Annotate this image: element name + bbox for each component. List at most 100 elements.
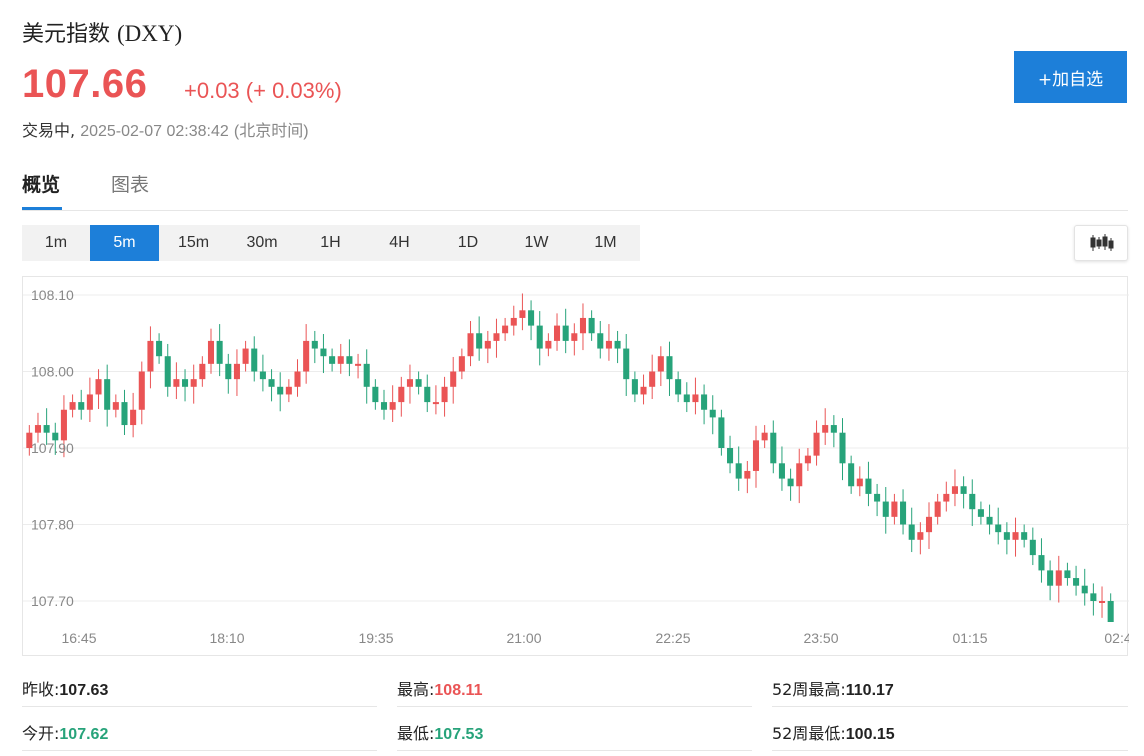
candle [977,501,984,525]
trading-status-line: 交易中, 2025-02-07 02:38:42 (北京时间) [22,117,309,141]
price-chart[interactable]: 108.10 108.00 107.90 107.80 107.70 16:45 18:1… [22,276,1129,656]
divider [22,706,377,707]
period-1w[interactable]: 1W [524,234,549,251]
candle [130,392,137,438]
candle [874,483,881,517]
candle [432,385,439,415]
candle [199,356,206,387]
stat-label: 最低: [397,724,435,743]
candle [536,311,543,366]
candle [502,317,509,341]
candle [995,507,1002,545]
candle [1090,583,1097,616]
price-change: +0.03 (+ 0.03%) [184,78,342,103]
candle [683,382,690,413]
period-1h[interactable]: 1H [320,234,341,251]
x-tick-label: 22:25 [655,630,690,646]
candle [121,389,128,435]
candle [900,489,907,535]
candle [1064,562,1071,586]
stat-52w-high: 52周最高:110.17 [772,676,894,700]
candle [917,522,924,555]
stat-value: 107.63 [59,682,109,699]
period-5m[interactable]: 5m [90,225,159,261]
index-name: 美元指数 [22,22,111,47]
candle [969,479,976,527]
stat-label: 最高: [397,680,435,699]
candle [467,321,474,367]
x-tick-label: 21:00 [506,630,541,646]
tab-chart[interactable]: 图表 [111,174,150,196]
candle [1029,527,1036,566]
y-tick-label: 107.70 [31,593,74,609]
candle [138,361,145,425]
candle [441,376,448,417]
candle [1021,524,1028,548]
candle [415,371,422,395]
x-tick-label: 02:4 [1104,630,1129,646]
period-1d[interactable]: 1D [457,234,479,251]
period-30m[interactable]: 30m [246,234,278,251]
x-tick-label: 19:35 [358,630,393,646]
stat-value: 110.17 [845,682,894,699]
candle [303,324,310,384]
candle [484,330,491,364]
candle [363,349,370,404]
candle [1098,586,1106,618]
candle [34,412,42,443]
candle [1038,538,1045,583]
candle [796,448,803,504]
candle [787,468,794,501]
divider [397,750,752,751]
stat-label: 52周最低: [772,724,846,743]
candle [406,364,413,404]
candle [804,448,811,471]
candle [631,371,638,403]
candle [380,389,388,420]
chart-type-toggle[interactable] [1074,225,1128,261]
x-tick-label: 16:45 [61,630,96,646]
candle [52,422,59,455]
candle [424,374,431,413]
period-4h[interactable]: 4H [389,234,410,251]
candle [519,293,526,331]
candle [450,356,457,404]
active-tab-indicator [22,207,62,210]
divider [22,750,377,751]
period-1m[interactable]: 1m [44,234,68,251]
divider [397,706,752,707]
candle [78,389,85,420]
stats-panel: 昨收:107.63 最高:108.11 52周最高:110.17 今开: 107.… [22,664,1128,756]
period-15m[interactable]: 15m [177,234,210,251]
candle [709,395,716,435]
candle [1055,555,1062,603]
candle [1012,517,1019,557]
y-tick-label: 107.80 [31,517,74,533]
y-tick-label: 107.90 [31,440,74,456]
candle [718,409,725,456]
tab-overview[interactable]: 概览 [22,174,61,196]
candle [934,493,941,525]
stat-label: 今开: [22,724,60,743]
trading-status: 交易中, [22,121,76,140]
stat-prev-close: 昨收:107.63 [22,676,108,700]
candlestick-icon [1090,234,1114,251]
candle [164,343,171,397]
y-tick-label: 108.10 [31,287,74,303]
candle [640,374,647,405]
candle [666,341,673,396]
candle [493,318,500,358]
candle [960,476,967,509]
candle [865,461,872,507]
candle [190,364,197,404]
candle [207,328,215,374]
candle [778,446,785,491]
candle [372,379,379,410]
stat-value: 100.15 [845,726,895,743]
candle [605,324,612,361]
divider [772,706,1128,707]
candle [1003,522,1010,555]
stat-high: 最高:108.11 [397,676,482,700]
period-1mo[interactable]: 1M [594,234,617,251]
add-to-watchlist-button[interactable]: +加自选 [1014,51,1127,103]
